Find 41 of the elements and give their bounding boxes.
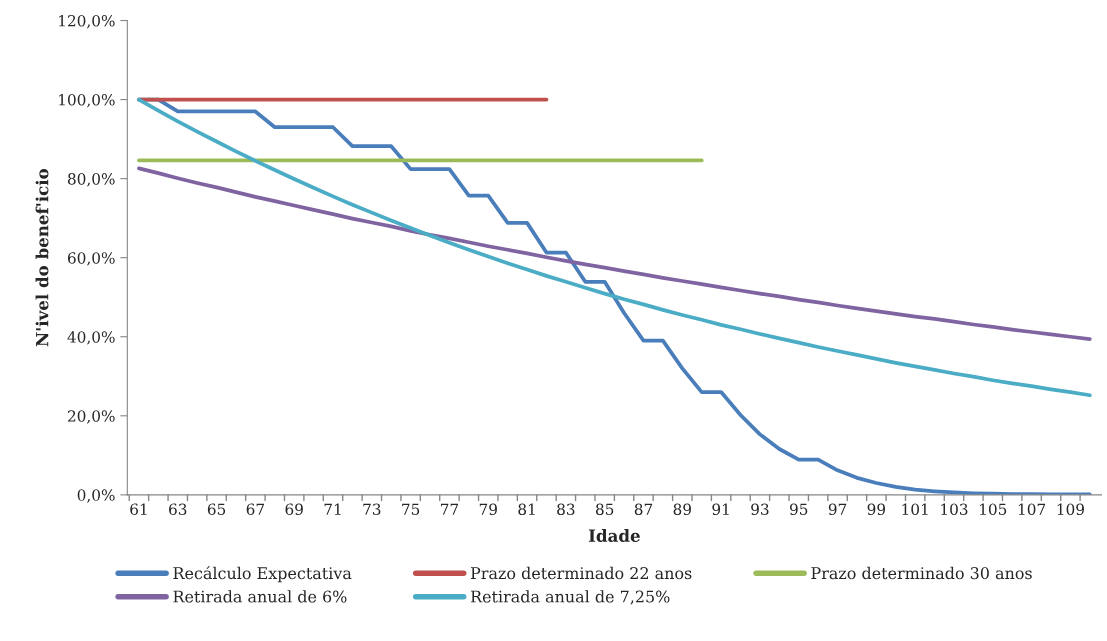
legend-label: Retirada anual de 6%	[173, 590, 347, 603]
y-tick-label: 0,0%	[77, 489, 115, 503]
x-tick-label: 107	[1018, 503, 1046, 516]
y-tick-label: 80,0%	[67, 173, 115, 187]
x-tick-label: 91	[712, 503, 729, 516]
x-tick-label: 109	[1057, 503, 1084, 516]
x-tick-label: 81	[518, 503, 535, 516]
x-tick-label: 99	[867, 503, 886, 516]
line-series	[137, 166, 1092, 341]
x-tick-label: 63	[169, 503, 187, 516]
x-tick-label: 103	[941, 503, 968, 516]
line-series	[137, 97, 1092, 398]
legend-label: Retirada anual de 7,25%	[470, 590, 670, 605]
y-tick-label: 100,0%	[59, 94, 115, 108]
x-tick-label: 65	[207, 503, 226, 516]
x-tick-label: 73	[363, 503, 381, 516]
x-tick-label: 87	[634, 503, 653, 516]
x-tick-label: 105	[980, 503, 1007, 516]
y-tick-label: 120,0%	[59, 14, 115, 29]
x-axis-title: Idade	[588, 529, 640, 542]
legend-label: Prazo determinado 30 anos	[811, 566, 1032, 580]
y-tick-label: 20,0%	[68, 410, 115, 424]
x-tick-label: 83	[557, 503, 575, 516]
x-tick-label: 79	[479, 503, 497, 516]
y-tick-label: 60,0%	[67, 252, 115, 266]
legend-label: Prazo determinado 22 anos	[470, 566, 692, 580]
x-tick-label: 61	[130, 503, 147, 516]
x-tick-label: 97	[828, 503, 847, 516]
y-tick-label: 40,0%	[67, 331, 115, 345]
x-tick-label: 85	[595, 503, 614, 516]
y-axis-title: N'ivel do benef'icio	[35, 168, 49, 347]
x-tick-label: 75	[402, 503, 420, 516]
x-tick-label: 93	[751, 503, 769, 516]
x-tick-label: 101	[902, 503, 928, 516]
x-tick-label: 71	[324, 503, 341, 515]
legend-label: Recálculo Expectativa	[173, 566, 352, 583]
x-tick-label: 69	[285, 503, 303, 516]
x-tick-label: 67	[246, 503, 264, 516]
x-tick-label: 95	[789, 503, 808, 516]
x-tick-label: 89	[673, 503, 691, 516]
x-tick-label: 77	[441, 503, 459, 515]
